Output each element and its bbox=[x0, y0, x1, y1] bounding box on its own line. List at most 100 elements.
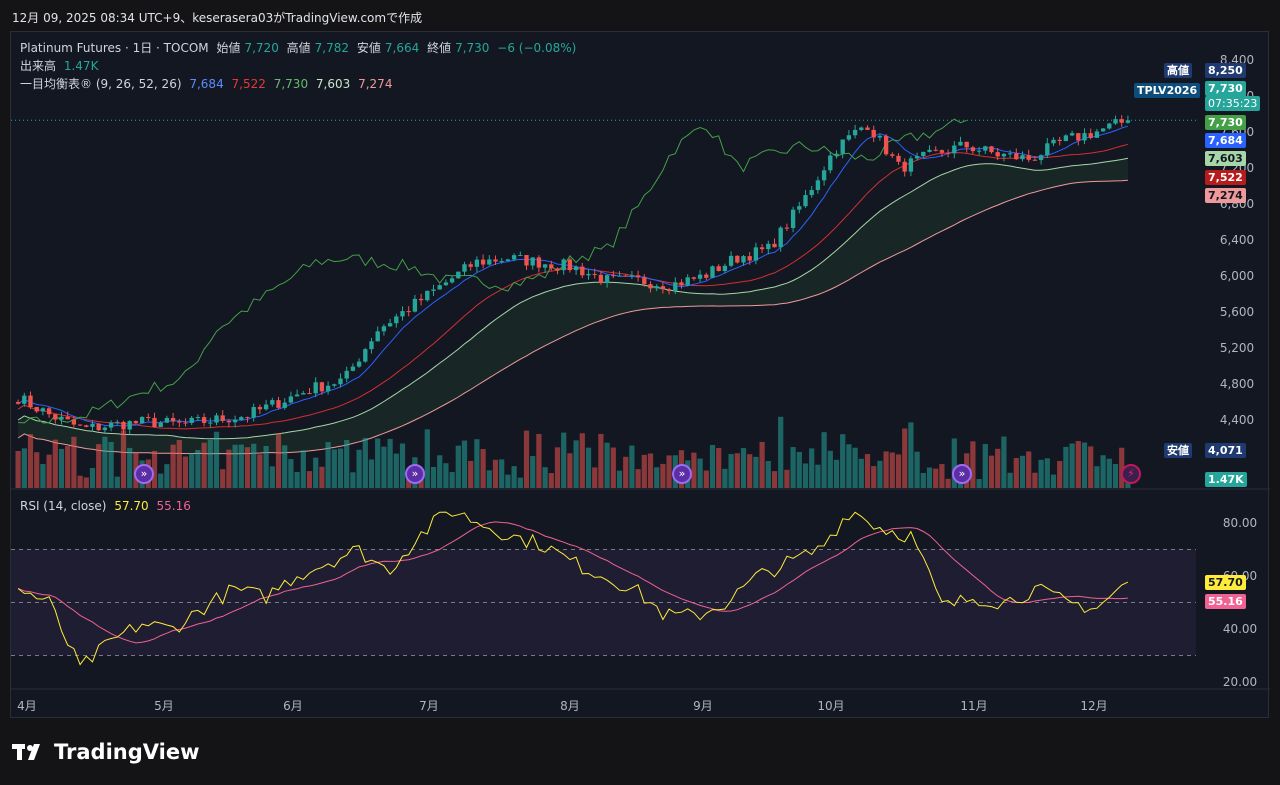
candle-body bbox=[282, 402, 287, 408]
lightning-icon[interactable]: ⚡ bbox=[1121, 464, 1141, 484]
candle-body bbox=[418, 298, 424, 301]
volume-bar bbox=[604, 442, 610, 488]
candle-body bbox=[195, 417, 201, 419]
volume-bar bbox=[567, 453, 573, 488]
candle-body bbox=[363, 349, 368, 362]
volume-bar bbox=[778, 416, 784, 488]
candle-body bbox=[22, 395, 27, 404]
candle-body bbox=[108, 422, 114, 428]
candle-body bbox=[53, 414, 58, 420]
candle-body bbox=[722, 265, 728, 271]
volume-bar bbox=[356, 449, 362, 488]
volume-bar bbox=[796, 451, 802, 488]
candle-body bbox=[803, 195, 808, 207]
volume-bar bbox=[257, 454, 263, 488]
volume-bar bbox=[1112, 464, 1119, 488]
time-axis-label: 5月 bbox=[154, 699, 174, 713]
volume-bar bbox=[629, 445, 635, 488]
volume-bar bbox=[331, 449, 337, 488]
event-marker-icon[interactable]: » bbox=[405, 464, 425, 484]
candle-body bbox=[542, 264, 548, 268]
volume-bar bbox=[976, 479, 982, 488]
price-tick-label: 6,400 bbox=[1220, 233, 1254, 247]
symbol-label[interactable]: Platinum Futures · 1日 · TOCOM bbox=[20, 41, 209, 55]
candle-body bbox=[852, 129, 858, 136]
time-axis-label: 6月 bbox=[283, 699, 303, 713]
volume-bar bbox=[945, 478, 951, 488]
volume-bar bbox=[970, 441, 976, 488]
volume-bar bbox=[58, 448, 65, 488]
candle-body bbox=[468, 264, 473, 267]
candle-body bbox=[201, 417, 207, 423]
candle-body bbox=[989, 146, 994, 153]
chikou-value: 7,730 bbox=[273, 77, 309, 91]
ichimoku-label[interactable]: 一目均衡表® (9, 26, 52, 26) bbox=[20, 77, 182, 91]
candle-body bbox=[530, 257, 535, 266]
span-a-value: 7,603 bbox=[315, 77, 351, 91]
volume-bar bbox=[282, 445, 288, 488]
volume-bar bbox=[189, 453, 195, 488]
volume-bar bbox=[579, 433, 585, 488]
tenkan-tag: 7,684 bbox=[1205, 133, 1246, 148]
volume-bar bbox=[703, 470, 709, 488]
volume-bar bbox=[722, 468, 728, 488]
rsi-ma-value: 55.16 bbox=[156, 499, 191, 513]
candle-body bbox=[642, 277, 647, 285]
candle-body bbox=[245, 417, 250, 419]
volume-bar bbox=[548, 473, 554, 488]
volume-bar bbox=[486, 470, 492, 488]
volume-bar bbox=[182, 456, 189, 488]
candle-body bbox=[146, 417, 151, 419]
volume-tag: 1.47K bbox=[1205, 472, 1247, 487]
candle-body bbox=[431, 289, 436, 291]
volume-bar bbox=[424, 429, 430, 488]
kijun-line bbox=[17, 143, 1129, 430]
event-marker-icon[interactable]: » bbox=[134, 464, 154, 484]
candle-body bbox=[493, 259, 498, 262]
candle-body bbox=[666, 289, 672, 292]
candle-body bbox=[220, 415, 225, 421]
volume-bar bbox=[375, 438, 381, 488]
candle-body bbox=[561, 259, 566, 271]
rsi-label[interactable]: RSI (14, close) bbox=[20, 499, 107, 513]
candle-body bbox=[319, 382, 325, 392]
rsi-line bbox=[17, 511, 1129, 666]
volume-label[interactable]: 出来高 bbox=[20, 59, 57, 73]
event-marker-icon[interactable]: » bbox=[672, 464, 692, 484]
candle-body bbox=[679, 282, 684, 286]
candle-body bbox=[437, 285, 442, 290]
main-legend: Platinum Futures · 1日 · TOCOM 始値 7,720 高値… bbox=[20, 39, 580, 56]
candle-body bbox=[387, 323, 393, 327]
brand-logo: TradingView bbox=[12, 740, 199, 764]
span-b-value: 7,274 bbox=[358, 77, 393, 91]
candle-body bbox=[239, 417, 244, 420]
candle-body bbox=[77, 424, 83, 426]
candle-body bbox=[96, 423, 101, 431]
candle-body bbox=[1045, 143, 1050, 156]
candle-body bbox=[1107, 123, 1112, 129]
volume-bar bbox=[709, 444, 716, 488]
candle-body bbox=[735, 255, 740, 263]
volume-bar bbox=[858, 458, 864, 488]
span-a-tag: 7,603 bbox=[1205, 151, 1246, 166]
candle-body bbox=[592, 273, 597, 275]
volume-bar bbox=[920, 473, 926, 488]
chart-frame[interactable]: 8,4008,0007,6007,2006,8006,4006,0005,600… bbox=[10, 31, 1270, 719]
volume-bar bbox=[46, 454, 52, 488]
candle-body bbox=[573, 266, 579, 271]
volume-bar bbox=[883, 451, 889, 488]
chart-canvas[interactable]: 8,4008,0007,6007,2006,8006,4006,0005,600… bbox=[11, 32, 1270, 719]
candle-body bbox=[697, 274, 703, 279]
candle-body bbox=[1069, 133, 1075, 136]
volume-bar bbox=[598, 433, 604, 488]
event-marker-icon[interactable]: » bbox=[952, 464, 972, 484]
candle-body bbox=[945, 152, 951, 154]
candle-body bbox=[877, 135, 883, 138]
volume-bar bbox=[499, 459, 505, 488]
candle-body bbox=[400, 311, 405, 317]
candle-body bbox=[1100, 128, 1106, 132]
candle-body bbox=[710, 266, 715, 278]
volume-bar bbox=[77, 475, 83, 488]
span-a-line bbox=[17, 157, 1128, 440]
candle-body bbox=[821, 170, 827, 181]
